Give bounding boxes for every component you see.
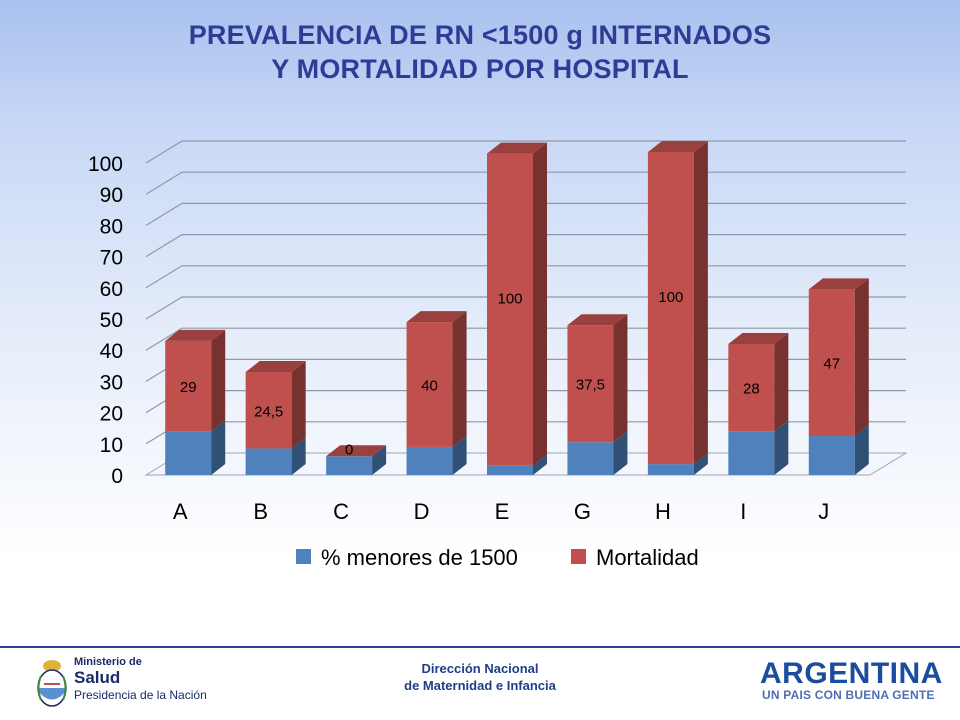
- bar-segment-side: [613, 314, 628, 443]
- y-tick-label: 10: [100, 434, 123, 457]
- ministry-line-1: Ministerio de: [74, 656, 142, 668]
- bar-segment-front: [647, 152, 694, 465]
- bar-top: [326, 445, 387, 457]
- legend-label: Mortalidad: [596, 545, 699, 570]
- bar-segment-front: [406, 446, 453, 475]
- bar-segment-front: [728, 343, 775, 432]
- y-tick-label: 90: [100, 184, 123, 207]
- argentina-logo: ARGENTINA UN PAIS CON BUENA GENTE: [760, 657, 943, 706]
- data-label: 37,5: [576, 377, 605, 394]
- bar-segment-side: [291, 361, 306, 449]
- data-label: 28: [743, 381, 760, 398]
- bar-segment-side: [211, 420, 226, 475]
- bar-top: [487, 142, 547, 154]
- data-label: 40: [421, 378, 438, 395]
- bar-segment-side: [693, 141, 708, 465]
- data-label: 29: [180, 379, 197, 396]
- bar-segment-front: [487, 153, 533, 466]
- bar-segment-side: [854, 425, 869, 475]
- x-category-label: C: [333, 499, 349, 524]
- bar-segment-front: [245, 372, 292, 449]
- bar-segment-front: [487, 465, 533, 475]
- bar-top: [647, 141, 708, 153]
- bar-segment-side: [613, 431, 628, 475]
- bar-segment-front: [728, 431, 775, 475]
- title-line-1: PREVALENCIA DE RN <1500 g INTERNADOS: [188, 20, 772, 50]
- bar-segment-side: [693, 453, 708, 475]
- x-category-label: I: [740, 499, 746, 524]
- bar-segment-side: [533, 142, 547, 466]
- y-tick-label: 20: [100, 403, 123, 426]
- x-category-label: D: [414, 499, 430, 524]
- bar-segment-side: [452, 435, 467, 475]
- chart-title: PREVALENCIA DE RN <1500 g INTERNADOS Y M…: [0, 18, 960, 86]
- footer-line-2: de Maternidad e Infancia: [404, 678, 556, 693]
- bar-top: [808, 278, 869, 290]
- x-category-label: G: [574, 499, 591, 524]
- data-label: 24,5: [254, 403, 283, 420]
- ministry-line-3: Presidencia de la Nación: [74, 688, 207, 702]
- ministry-logo: Ministerio de Salud Presidencia de la Na…: [34, 656, 220, 712]
- legend-swatch: [571, 549, 586, 564]
- bar-segment-front: [245, 448, 292, 475]
- x-category-label: A: [173, 499, 188, 524]
- bar-segment-side: [533, 454, 547, 475]
- x-category-label: E: [495, 499, 510, 524]
- bar-segment-side: [372, 445, 387, 475]
- data-label: 100: [497, 290, 522, 307]
- ministry-text: Ministerio de Salud Presidencia de la Na…: [74, 656, 207, 703]
- x-category-label: J: [818, 499, 829, 524]
- bar-top: [165, 329, 226, 341]
- x-category-label: H: [655, 499, 671, 524]
- bar-segment-front: [567, 325, 614, 443]
- y-tick-label: 30: [100, 371, 123, 394]
- y-tick-label: 40: [100, 340, 123, 363]
- x-category-label: B: [253, 499, 268, 524]
- y-tick-label: 50: [100, 309, 123, 332]
- legend-label: % menores de 1500: [321, 545, 518, 570]
- ministry-line-2: Salud: [74, 668, 121, 687]
- bar-segment-front: [406, 322, 453, 447]
- bar-segment-front: [808, 289, 855, 436]
- bar-segment-side: [854, 278, 869, 436]
- data-label: 47: [823, 356, 840, 373]
- bar-top: [728, 332, 789, 344]
- bar-segment-side: [774, 420, 789, 475]
- argentina-slogan: UN PAIS CON BUENA GENTE: [762, 688, 935, 702]
- bar-top: [567, 314, 628, 326]
- y-tick-label: 60: [100, 278, 123, 301]
- y-tick-label: 0: [111, 465, 123, 488]
- argentina-wordmark: ARGENTINA: [760, 657, 943, 690]
- bar-segment-side: [774, 332, 789, 432]
- bar-segment-front: [165, 431, 212, 475]
- bar-segment-front: [165, 340, 212, 432]
- bar-segment-front: [647, 464, 694, 475]
- gridline: [145, 140, 906, 164]
- bar-segment-front: [567, 442, 614, 475]
- data-label: 0: [345, 441, 353, 458]
- bar-segment-side: [291, 437, 306, 475]
- bar-segment-side: [211, 329, 226, 432]
- bar-segment-front: [326, 456, 373, 475]
- bar-top: [406, 311, 467, 323]
- legend-swatch: [296, 549, 311, 564]
- y-tick-label: 70: [100, 247, 123, 270]
- footer-divider: [0, 646, 960, 648]
- footer-center-text: Dirección Nacional de Maternidad e Infan…: [330, 660, 630, 694]
- data-label: 100: [658, 289, 683, 306]
- bar-segment-front: [808, 436, 855, 475]
- footer-line-1: Dirección Nacional: [421, 661, 539, 676]
- y-tick-label: 100: [88, 153, 123, 176]
- y-tick-label: 80: [100, 215, 123, 238]
- title-line-2: Y MORTALIDAD POR HOSPITAL: [271, 54, 689, 84]
- stacked-bar-chart: 0 10 20 30 40 50 60 70 80 90 100 29 A 24,5 B 0 C 40 D 100 E 3…: [88, 140, 908, 570]
- bar-segment-side: [452, 311, 467, 447]
- bar-top: [245, 361, 306, 373]
- coat-of-arms-icon: [37, 660, 67, 707]
